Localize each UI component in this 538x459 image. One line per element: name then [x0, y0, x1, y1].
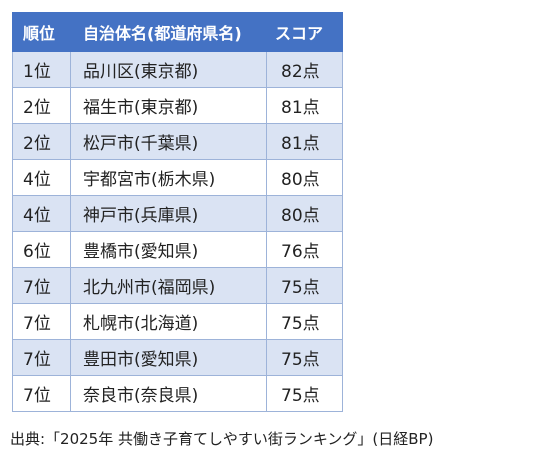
- rank-cell: 7位: [12, 267, 71, 304]
- rank-cell: 6位: [12, 231, 71, 268]
- table-row: 2位 福生市(東京都) 81点: [12, 87, 343, 124]
- city-cell: 福生市(東京都): [70, 87, 267, 124]
- city-cell: 松戸市(千葉県): [70, 123, 267, 160]
- score-cell: 75点: [266, 303, 343, 340]
- score-cell: 80点: [266, 195, 343, 232]
- rank-cell: 2位: [12, 87, 71, 124]
- rank-cell: 1位: [12, 51, 71, 88]
- rank-cell: 7位: [12, 303, 71, 340]
- source-note: 出典:「2025年 共働き子育てしやすい街ランキング」(日経BP): [10, 430, 434, 448]
- score-cell: 81点: [266, 123, 343, 160]
- table-body: 1位 品川区(東京都) 82点 2位 福生市(東京都) 81点 2位 松戸市(千…: [12, 51, 343, 412]
- header-city: 自治体名(都道府県名): [70, 12, 267, 52]
- table-row: 1位 品川区(東京都) 82点: [12, 51, 343, 88]
- table-row: 7位 豊田市(愛知県) 75点: [12, 339, 343, 376]
- table-row: 7位 札幌市(北海道) 75点: [12, 303, 343, 340]
- city-cell: 北九州市(福岡県): [70, 267, 267, 304]
- rank-cell: 7位: [12, 375, 71, 412]
- city-cell: 神戸市(兵庫県): [70, 195, 267, 232]
- city-cell: 豊田市(愛知県): [70, 339, 267, 376]
- city-cell: 品川区(東京都): [70, 51, 267, 88]
- table-row: 7位 北九州市(福岡県) 75点: [12, 267, 343, 304]
- city-cell: 札幌市(北海道): [70, 303, 267, 340]
- rank-cell: 4位: [12, 159, 71, 196]
- score-cell: 75点: [266, 375, 343, 412]
- score-cell: 80点: [266, 159, 343, 196]
- city-cell: 奈良市(奈良県): [70, 375, 267, 412]
- table-row: 4位 神戸市(兵庫県) 80点: [12, 195, 343, 232]
- table-row: 7位 奈良市(奈良県) 75点: [12, 375, 343, 412]
- score-cell: 76点: [266, 231, 343, 268]
- rank-cell: 2位: [12, 123, 71, 160]
- score-cell: 75点: [266, 339, 343, 376]
- ranking-table: 順位 自治体名(都道府県名) スコア 1位 品川区(東京都) 82点 2位 福生…: [12, 12, 343, 412]
- score-cell: 82点: [266, 51, 343, 88]
- city-cell: 豊橋市(愛知県): [70, 231, 267, 268]
- rank-cell: 7位: [12, 339, 71, 376]
- header-rank: 順位: [12, 12, 71, 52]
- table-row: 4位 宇都宮市(栃木県) 80点: [12, 159, 343, 196]
- score-cell: 81点: [266, 87, 343, 124]
- header-row: 順位 自治体名(都道府県名) スコア: [12, 12, 343, 52]
- score-cell: 75点: [266, 267, 343, 304]
- table-header: 順位 自治体名(都道府県名) スコア: [12, 12, 343, 52]
- table-row: 6位 豊橋市(愛知県) 76点: [12, 231, 343, 268]
- table-row: 2位 松戸市(千葉県) 81点: [12, 123, 343, 160]
- rank-cell: 4位: [12, 195, 71, 232]
- header-score: スコア: [266, 12, 343, 52]
- city-cell: 宇都宮市(栃木県): [70, 159, 267, 196]
